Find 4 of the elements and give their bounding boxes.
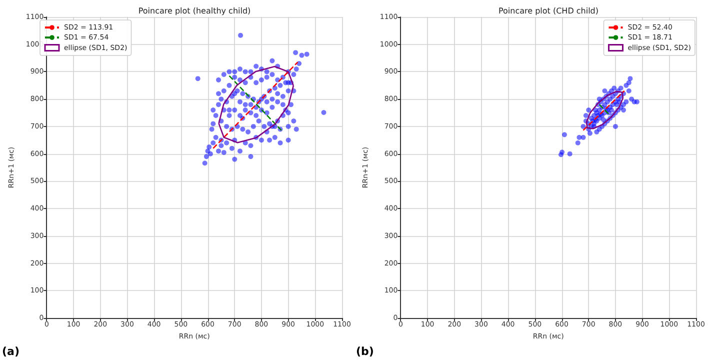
text: (b) — [356, 345, 374, 358]
text: (a) — [2, 345, 20, 358]
chart-title: Poincare plot (CHD child) — [498, 6, 599, 16]
chart-title: Poincare plot (healthy child) — [138, 6, 251, 16]
